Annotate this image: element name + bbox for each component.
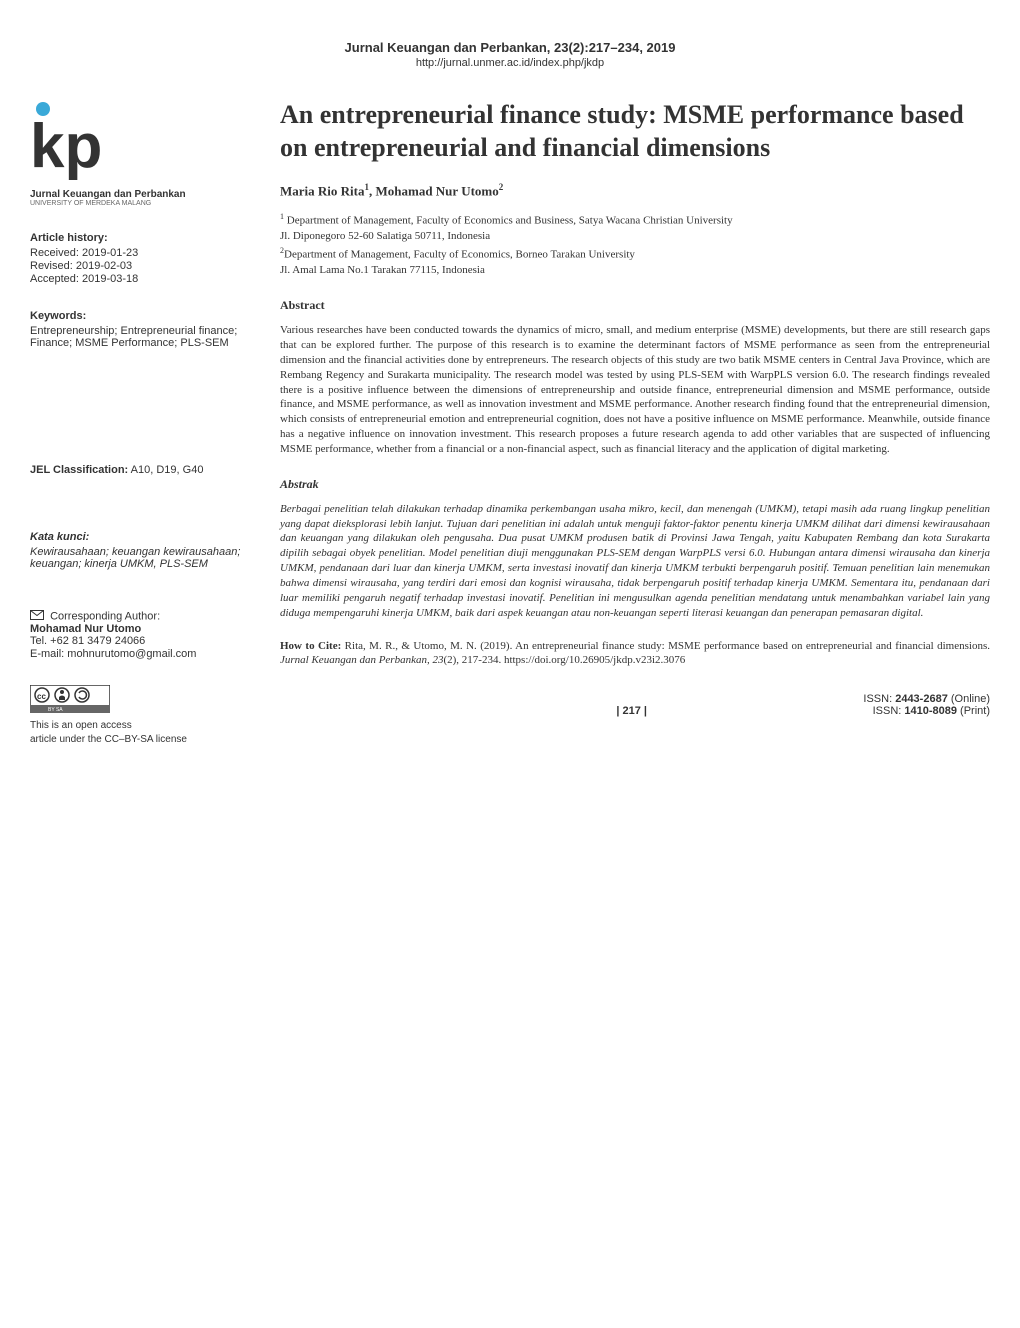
- cc-license-block: cc BY SA This is an open access article …: [30, 685, 260, 745]
- issn-print: 1410-8089: [904, 705, 957, 717]
- cc-by-sa-icon: cc BY SA: [30, 685, 110, 713]
- abstract-body: Various researches have been conducted t…: [280, 323, 990, 457]
- corresponding-name: Mohamad Nur Utomo: [30, 623, 260, 635]
- received-line: Received: 2019-01-23: [30, 247, 260, 259]
- article-history-block: Article history: Received: 2019-01-23 Re…: [30, 232, 260, 285]
- affil-2-text: Department of Management, Faculty of Eco…: [284, 248, 635, 260]
- kata-kunci-heading: Kata kunci:: [30, 531, 260, 543]
- how-to-cite: How to Cite: Rita, M. R., & Utomo, M. N.…: [280, 639, 990, 669]
- kata-kunci-block: Kata kunci: Kewirausahaan; keuangan kewi…: [30, 531, 260, 570]
- howtocite-label: How to Cite:: [280, 640, 345, 652]
- corresponding-author-block: Corresponding Author: Mohamad Nur Utomo …: [30, 610, 260, 660]
- cc-caption-line2: article under the CC–BY-SA license: [30, 734, 260, 745]
- kp-logo-icon: kp: [30, 99, 140, 189]
- keywords-body: Entrepreneurship; Entrepreneurial financ…: [30, 325, 260, 349]
- svg-text:BY SA: BY SA: [48, 707, 63, 713]
- keywords-heading: Keywords:: [30, 310, 260, 322]
- envelope-icon: [30, 610, 44, 623]
- issn-block: ISSN: 2443-2687 (Online) ISSN: 1410-8089…: [863, 693, 990, 717]
- cc-caption-line1: This is an open access: [30, 720, 260, 731]
- jel-label: JEL Classification:: [30, 464, 128, 476]
- logo-subtitle: UNIVERSITY OF MERDEKA MALANG: [30, 200, 260, 207]
- affil-1-sup: 1: [280, 212, 284, 221]
- journal-header-line: Jurnal Keuangan dan Perbankan, 23(2):217…: [30, 40, 990, 55]
- jel-block: JEL Classification: A10, D19, G40: [30, 464, 260, 476]
- authors-line: Maria Rio Rita1, Mohamad Nur Utomo2: [280, 182, 990, 199]
- affiliations-block: 1 Department of Management, Faculty of E…: [280, 211, 990, 278]
- issn-print-label: ISSN:: [873, 705, 905, 717]
- svg-text:kp: kp: [30, 112, 102, 181]
- jel-value: A10, D19, G40: [128, 464, 203, 476]
- main-content: An entrepreneurial finance study: MSME p…: [280, 99, 990, 745]
- author-2: Mohamad Nur Utomo: [375, 183, 498, 198]
- issn-online-label: ISSN:: [863, 693, 895, 705]
- journal-logo: kp Jurnal Keuangan dan Perbankan UNIVERS…: [30, 99, 260, 207]
- svg-text:cc: cc: [37, 692, 46, 701]
- issn-online: 2443-2687: [895, 693, 948, 705]
- issn-print-suffix: (Print): [957, 705, 990, 717]
- journal-url: http://jurnal.unmer.ac.id/index.php/jkdp: [30, 57, 990, 69]
- footer-row: | 217 | ISSN: 2443-2687 (Online) ISSN: 1…: [280, 693, 990, 717]
- corresponding-email: E-mail: mohnurutomo@gmail.com: [30, 648, 260, 660]
- article-title: An entrepreneurial finance study: MSME p…: [280, 99, 990, 164]
- revised-line: Revised: 2019-02-03: [30, 260, 260, 272]
- howtocite-before: Rita, M. R., & Utomo, M. N. (2019). An e…: [345, 640, 990, 652]
- accepted-line: Accepted: 2019-03-18: [30, 273, 260, 285]
- corresponding-tel: Tel. +62 81 3479 24066: [30, 635, 260, 647]
- issn-online-suffix: (Online): [948, 693, 990, 705]
- howtocite-after: (2), 217-234. https://doi.org/10.26905/j…: [443, 654, 685, 666]
- logo-title: Jurnal Keuangan dan Perbankan: [30, 189, 260, 200]
- abstrak-heading: Abstrak: [280, 477, 990, 492]
- abstrak-body: Berbagai penelitian telah dilakukan terh…: [280, 502, 990, 621]
- corresponding-label: Corresponding Author:: [50, 610, 160, 622]
- author-1: Maria Rio Rita: [280, 183, 364, 198]
- abstract-heading: Abstract: [280, 298, 990, 313]
- sidebar: kp Jurnal Keuangan dan Perbankan UNIVERS…: [30, 99, 260, 745]
- article-history-heading: Article history:: [30, 232, 260, 244]
- affil-1-address: Jl. Diponegoro 52-60 Salatiga 50711, Ind…: [280, 229, 990, 244]
- affil-1-text: Department of Management, Faculty of Eco…: [287, 215, 733, 227]
- howtocite-journal: Jurnal Keuangan dan Perbankan, 23: [280, 654, 443, 666]
- keywords-block: Keywords: Entrepreneurship; Entrepreneur…: [30, 310, 260, 349]
- page-number: | 217 |: [400, 705, 863, 717]
- kata-kunci-body: Kewirausahaan; keuangan kewirausahaan; k…: [30, 546, 260, 570]
- author-2-sup: 2: [499, 182, 504, 192]
- affil-2-address: Jl. Amal Lama No.1 Tarakan 77115, Indone…: [280, 263, 990, 278]
